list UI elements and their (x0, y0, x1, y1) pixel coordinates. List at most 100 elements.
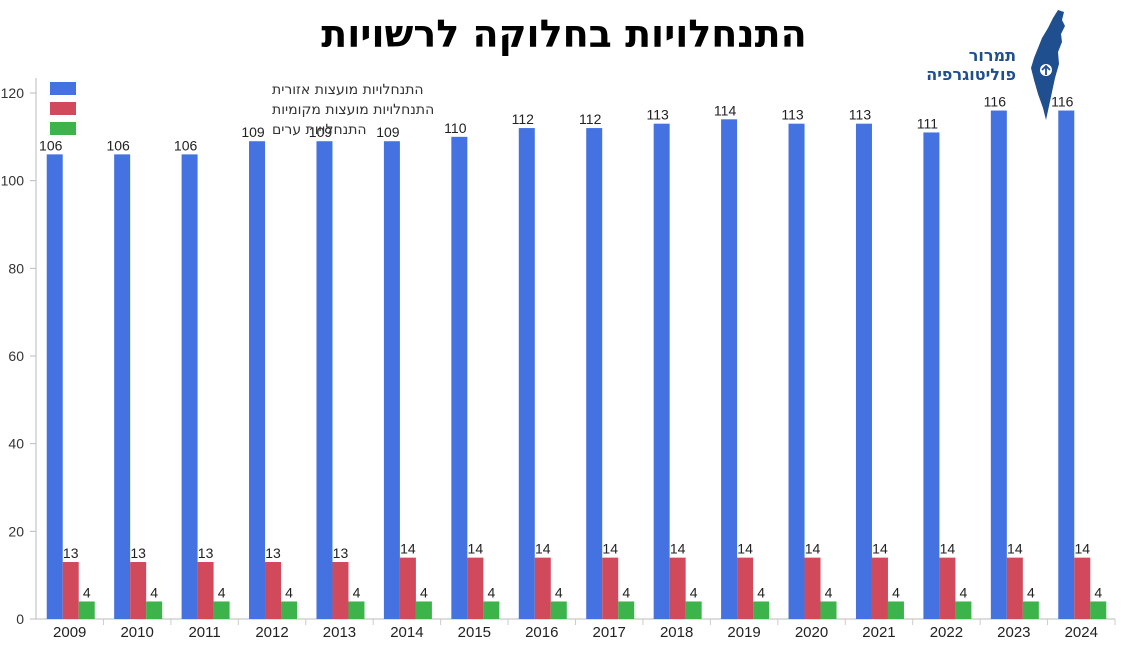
bar-2023-series-2 (1022, 601, 1039, 619)
bar-2016-series-2 (550, 601, 567, 619)
data-label: 14 (670, 541, 686, 557)
legend-label: התנחלויות מועצות מקומיות (272, 102, 434, 118)
data-label: 4 (960, 584, 968, 600)
y-tick-label: 20 (8, 523, 24, 539)
x-tick-label: 2022 (930, 624, 963, 641)
data-label: 116 (1051, 94, 1074, 110)
bar-2018-series-1 (669, 557, 686, 619)
data-label: 106 (39, 137, 63, 153)
bar-2015-series-1 (467, 557, 484, 619)
bar-2018-series-0 (653, 123, 670, 619)
legend-swatch (50, 102, 76, 115)
data-label: 111 (917, 115, 938, 131)
x-tick-label: 2013 (323, 624, 356, 641)
bar-2012-series-2 (281, 601, 298, 619)
x-tick-label: 2012 (255, 624, 288, 641)
bar-2009-series-0 (46, 154, 63, 619)
data-label: 13 (333, 545, 349, 561)
data-label: 14 (1007, 541, 1023, 557)
data-label: 4 (825, 584, 833, 600)
bar-2014-series-2 (415, 601, 432, 619)
bar-2019-series-1 (737, 557, 754, 619)
logo-text: תמרור פוליטוגרפיה (926, 46, 1016, 84)
data-label: 4 (150, 584, 158, 600)
bar-2019-series-2 (753, 601, 770, 619)
legend-label: התנחלויות מועצות אזורית (272, 82, 424, 98)
bar-2011-series-0 (181, 154, 198, 619)
chart-title: התנחלויות בחלוקה לרשויות (321, 12, 807, 56)
data-label: 113 (781, 107, 804, 123)
data-label: 4 (487, 584, 495, 600)
y-tick-label: 0 (16, 611, 24, 627)
data-label: 112 (579, 111, 602, 127)
y-tick-label: 60 (8, 348, 24, 364)
bar-2024-series-0 (1058, 110, 1075, 620)
data-label: 4 (353, 584, 361, 600)
bar-2024-series-1 (1074, 557, 1091, 619)
y-tick-label: 40 (8, 436, 24, 452)
data-label: 109 (309, 124, 333, 140)
bar-2019-series-0 (721, 119, 738, 620)
bar-2014-series-0 (383, 141, 400, 619)
bar-2017-series-2 (618, 601, 635, 619)
data-label: 114 (714, 102, 737, 118)
bar-2022-series-1 (939, 557, 956, 619)
legend-swatch (50, 82, 76, 95)
data-label: 4 (1027, 584, 1035, 600)
data-label: 14 (535, 541, 551, 557)
bar-2023-series-1 (1006, 557, 1023, 619)
bar-2012-series-1 (265, 562, 282, 619)
bar-2009-series-1 (62, 562, 79, 619)
bar-2018-series-2 (685, 601, 702, 619)
data-label: 14 (602, 541, 618, 557)
data-label: 4 (1094, 584, 1102, 600)
y-tick-label: 100 (1, 173, 25, 189)
bar-2016-series-0 (518, 128, 535, 620)
data-label: 4 (622, 584, 630, 600)
bar-2015-series-0 (451, 136, 468, 620)
x-tick-label: 2010 (120, 624, 153, 641)
israel-map-icon (1031, 10, 1065, 120)
legend-swatch (50, 122, 76, 135)
bar-2012-series-0 (249, 141, 266, 619)
data-label: 4 (555, 584, 563, 600)
bar-2020-series-2 (820, 601, 837, 619)
bar-2021-series-0 (855, 123, 872, 619)
x-tick-label: 2024 (1065, 624, 1098, 641)
x-axis-ticks: 2009 2010 2011 2012 2013 2014 2015 2016 2017 2018… (53, 619, 1116, 641)
data-label: 14 (468, 541, 484, 557)
bar-2016-series-1 (534, 557, 551, 619)
bar-2010-series-2 (146, 601, 163, 619)
bar-2011-series-2 (213, 601, 230, 619)
bar-2020-series-0 (788, 123, 805, 619)
logo-line-2: פוליטוגרפיה (926, 65, 1016, 84)
x-tick-label: 2009 (53, 624, 86, 641)
data-label: 13 (63, 545, 79, 561)
data-label: 4 (218, 584, 226, 600)
y-tick-label: 120 (1, 85, 25, 101)
bar-2020-series-1 (804, 557, 821, 619)
data-label: 116 (984, 94, 1007, 110)
data-label: 14 (1074, 541, 1090, 557)
bar-2013-series-2 (348, 601, 365, 619)
data-label: 106 (174, 137, 198, 153)
bar-2015-series-2 (483, 601, 500, 619)
x-tick-label: 2017 (593, 624, 626, 641)
legend-label: התנחלויות ערים (272, 122, 367, 138)
bar-2024-series-2 (1090, 601, 1107, 619)
bar-2013-series-0 (316, 141, 333, 619)
x-tick-label: 2014 (390, 624, 423, 641)
bar-2013-series-1 (332, 562, 349, 619)
data-label: 4 (690, 584, 698, 600)
x-tick-label: 2016 (525, 624, 558, 641)
data-label: 113 (646, 107, 669, 123)
logo-line-1: תמרור (968, 46, 1016, 65)
x-tick-label: 2019 (727, 624, 760, 641)
data-label: 4 (757, 584, 765, 600)
data-label: 13 (198, 545, 214, 561)
logo: תמרור פוליטוגרפיה (918, 8, 1068, 126)
data-label: 4 (892, 584, 900, 600)
data-label: 109 (241, 124, 265, 140)
x-tick-label: 2018 (660, 624, 693, 641)
